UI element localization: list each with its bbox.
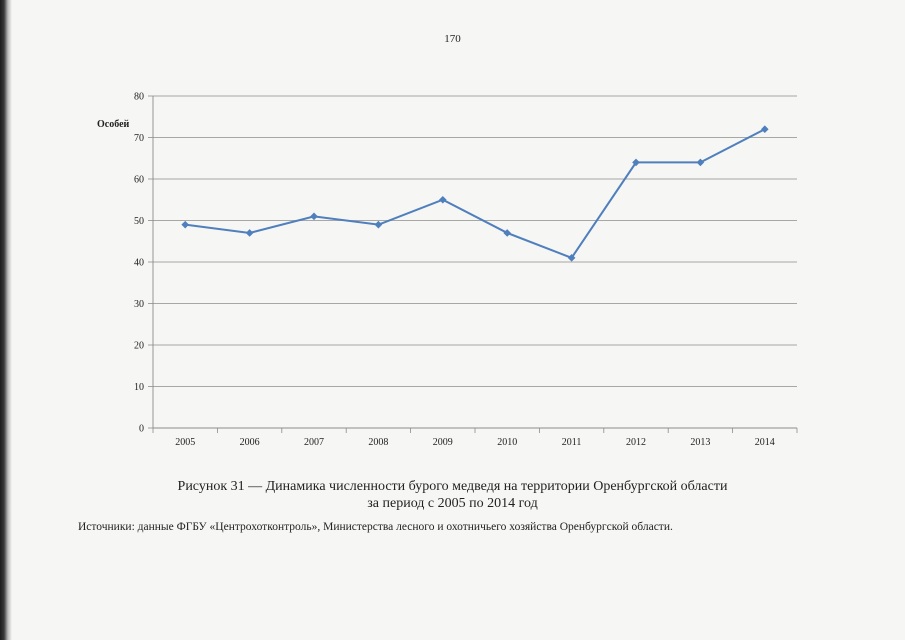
y-tick-label: 60 <box>134 175 144 186</box>
data-point-marker <box>761 125 769 133</box>
y-tick-label: 30 <box>134 299 144 310</box>
x-tick-label: 2013 <box>690 437 710 448</box>
x-tick-label: 2010 <box>497 437 517 448</box>
series-line <box>185 128 766 260</box>
y-tick-label: 80 <box>134 92 144 103</box>
x-tick-label: 2012 <box>626 437 646 448</box>
page-binding-edge <box>0 0 12 640</box>
x-tick-label: 2007 <box>304 437 324 448</box>
data-point-marker <box>245 229 254 237</box>
data-point-marker <box>632 158 640 167</box>
figure-caption: Рисунок 31 — Динамика численности бурого… <box>0 478 905 512</box>
y-tick-label: 10 <box>134 382 144 393</box>
x-tick-label: 2006 <box>240 437 260 448</box>
data-point-marker <box>696 158 705 167</box>
x-tick-label: 2005 <box>175 437 195 448</box>
y-tick-label: 70 <box>134 133 144 144</box>
line-chart: 0 10 20 30 40 50 60 70 80 2005 2006 2007 2008 2009 201… <box>97 92 798 448</box>
y-tick-label: 50 <box>134 216 144 227</box>
figure-caption-line-1: Рисунок 31 — Динамика численности бурого… <box>177 479 728 494</box>
x-tick-label: 2011 <box>562 437 582 448</box>
source-note: Источники: данные ФГБУ «Центрохотконтрол… <box>78 521 673 533</box>
figure-caption-line-2: за период с 2005 по 2014 год <box>367 496 538 511</box>
data-point-marker <box>310 212 318 221</box>
data-point-marker <box>374 220 383 229</box>
y-tick-label: 40 <box>134 258 144 269</box>
y-axis-label: Особей <box>97 119 130 130</box>
data-point-marker <box>439 195 447 204</box>
page-number: 170 <box>444 33 461 45</box>
x-tick-label: 2008 <box>368 437 388 448</box>
data-point-marker <box>503 229 511 237</box>
y-tick-label: 0 <box>139 424 144 435</box>
data-point-marker <box>567 254 576 262</box>
x-tick-label: 2014 <box>755 437 775 448</box>
y-tick-label: 20 <box>134 341 144 352</box>
x-tick-label: 2009 <box>433 437 453 448</box>
data-point-marker <box>181 220 189 229</box>
